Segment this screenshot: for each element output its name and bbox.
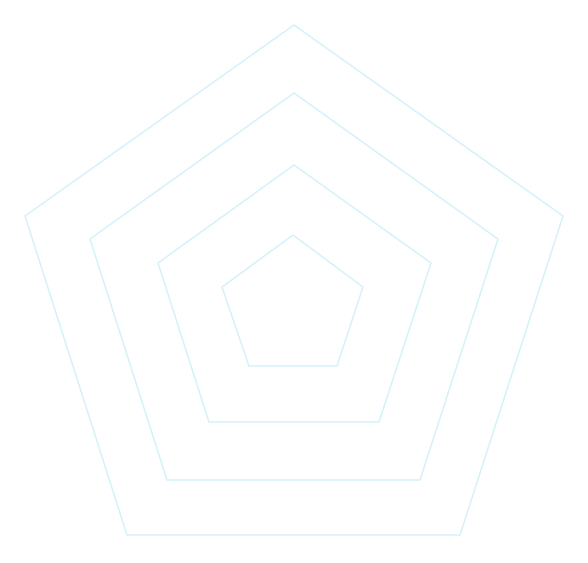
second-pentagon-ring [157, 164, 432, 423]
third-pentagon-ring [89, 92, 499, 481]
inner-pentagon-ring [221, 234, 364, 367]
outer-pentagon-ring [24, 24, 564, 536]
